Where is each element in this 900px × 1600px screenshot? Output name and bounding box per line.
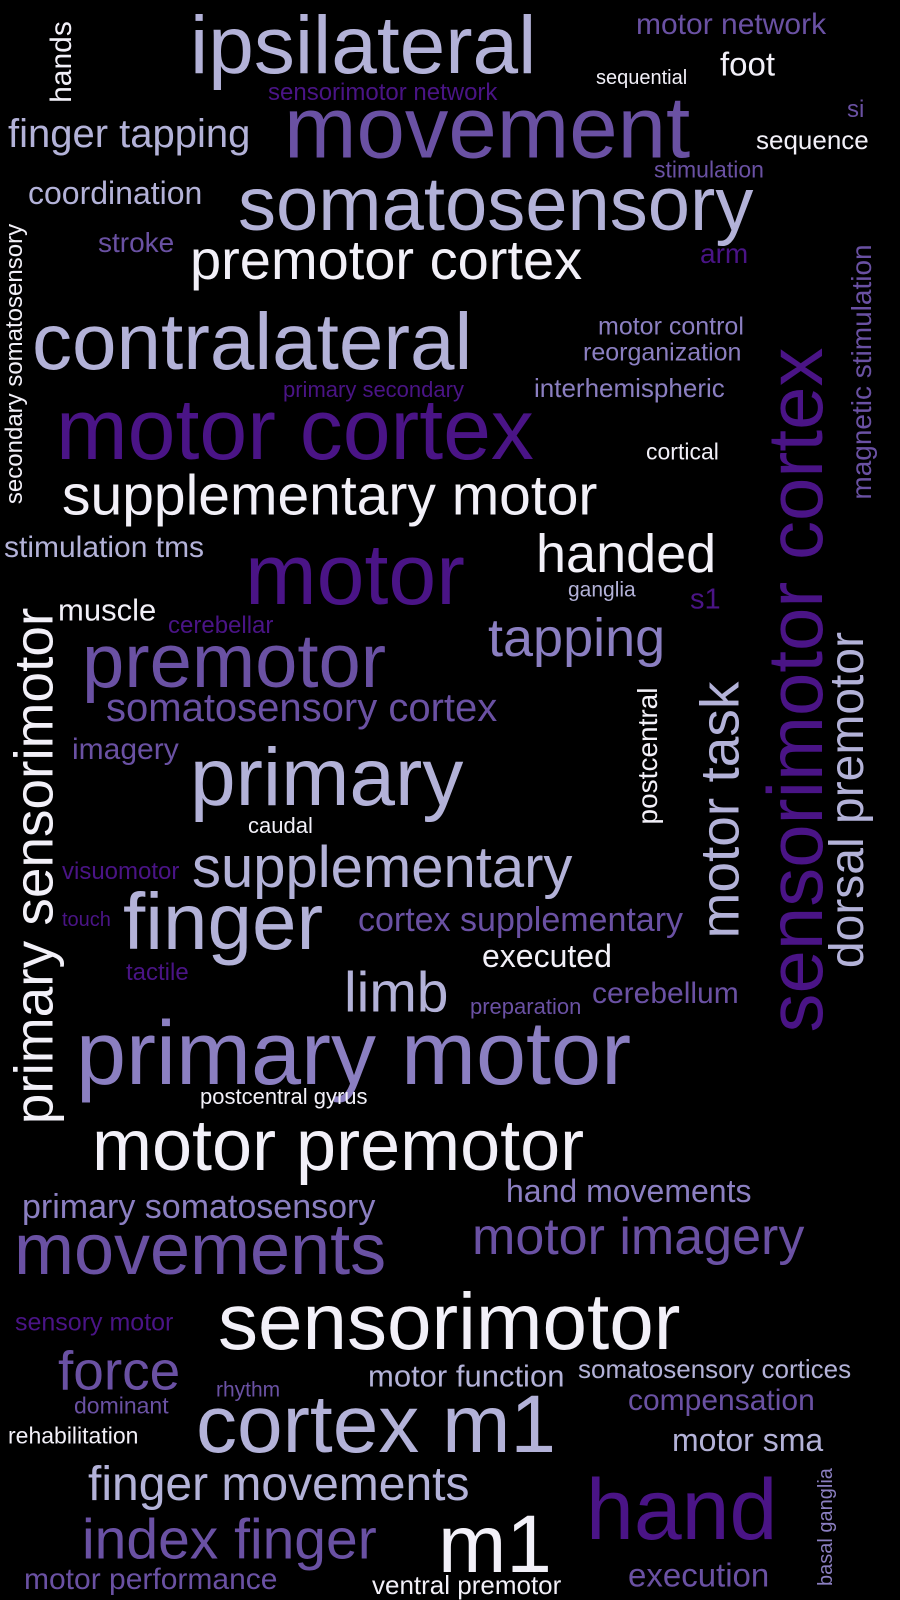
word-imagery: imagery <box>72 733 179 766</box>
word-cortex-supplementary: cortex supplementary <box>358 901 684 939</box>
word-executed: executed <box>482 938 612 974</box>
word-preparation: preparation <box>470 994 582 1019</box>
word-movements: movements <box>14 1210 387 1290</box>
word-motor-task: motor task <box>688 681 751 939</box>
word-motor-premotor: motor premotor <box>92 1106 585 1186</box>
word-cortex-m1: cortex m1 <box>196 1379 556 1470</box>
word-m1: m1 <box>438 1499 552 1590</box>
word-si: si <box>847 96 865 123</box>
word-primary-somatosensory: primary somatosensory <box>22 1188 376 1226</box>
word-handed: handed <box>536 524 717 584</box>
word-limb: limb <box>344 960 449 1025</box>
word-movement: movement <box>284 79 691 177</box>
word-cerebellum: cerebellum <box>592 977 739 1010</box>
word-hands: hands <box>45 21 78 103</box>
word-postcentral: postcentral <box>632 687 663 825</box>
word-secondary-somatosensory: secondary somatosensory <box>1 223 28 505</box>
word-dominant: dominant <box>74 1392 169 1419</box>
word-motor-network: motor network <box>636 8 827 41</box>
word-sensorimotor-network: sensorimotor network <box>268 79 498 106</box>
word-motor-cortex: motor cortex <box>56 382 534 478</box>
word-coordination: coordination <box>28 175 203 211</box>
word-caudal: caudal <box>248 813 313 838</box>
word-motor-function: motor function <box>368 1358 565 1394</box>
word-supplementary: supplementary <box>192 835 573 900</box>
word-dorsal-premotor: dorsal premotor <box>821 631 874 969</box>
word-primary: primary <box>190 732 464 823</box>
word-somatosensory-cortex: somatosensory cortex <box>106 686 498 730</box>
word-tapping: tapping <box>488 608 666 668</box>
word-contralateral: contralateral <box>32 297 473 386</box>
word-somatosensory: somatosensory <box>238 162 754 247</box>
word-supplementary-motor: supplementary motor <box>62 463 598 528</box>
word-primary-sensorimotor: primary sensorimotor <box>2 607 65 1125</box>
word-rehabilitation: rehabilitation <box>8 1422 139 1449</box>
word-sensory-motor: sensory motor <box>15 1308 174 1337</box>
word-ipsilateral: ipsilateral <box>190 0 537 91</box>
word-premotor-cortex: premotor cortex <box>190 228 583 291</box>
word-premotor: premotor <box>82 619 387 704</box>
word-finger-tapping: finger tapping <box>8 112 251 156</box>
word-s1: s1 <box>690 583 721 616</box>
word-cerebellar: cerebellar <box>168 612 274 639</box>
word-finger-movements: finger movements <box>88 1458 470 1511</box>
word-interhemispheric: interhemispheric <box>534 373 725 403</box>
word-primary-secondary: primary secondary <box>283 377 464 402</box>
word-motor-performance: motor performance <box>24 1563 278 1596</box>
word-sequence: sequence <box>756 125 869 155</box>
word-sensorimotor: sensorimotor <box>218 1277 681 1366</box>
word-motor-sma: motor sma <box>672 1422 824 1458</box>
word-basal-ganglia: basal ganglia <box>815 1468 837 1586</box>
word-visuomotor: visuomotor <box>62 858 180 885</box>
word-force: force <box>58 1339 181 1402</box>
word-motor: motor <box>245 527 465 623</box>
word-motor-control: motor control <box>598 312 744 341</box>
word-stimulation-tms: stimulation tms <box>4 531 205 564</box>
word-sequential: sequential <box>596 67 688 89</box>
word-postcentral-gyrus: postcentral gyrus <box>200 1084 368 1109</box>
word-primary-motor: primary motor <box>76 1004 632 1104</box>
word-foot: foot <box>720 45 776 83</box>
word-hand: hand <box>586 1462 778 1558</box>
word-ventral-premotor: ventral premotor <box>372 1570 562 1600</box>
word-rhythm: rhythm <box>216 1378 281 1402</box>
word-magnetic-stimulation: magnetic stimulation <box>846 244 877 500</box>
word-cortical: cortical <box>646 438 719 465</box>
word-compensation: compensation <box>628 1384 815 1417</box>
word-stimulation: stimulation <box>654 156 764 183</box>
word-muscle: muscle <box>58 592 157 628</box>
word-execution: execution <box>628 1556 770 1594</box>
word-finger: finger <box>123 877 324 966</box>
word-somatosensory-cortices: somatosensory cortices <box>578 1354 852 1384</box>
word-stroke: stroke <box>98 227 175 258</box>
word-ganglia: ganglia <box>568 578 636 602</box>
word-arm: arm <box>700 238 749 269</box>
word-reorganization: reorganization <box>583 338 742 367</box>
word-hand-movements: hand movements <box>506 1173 752 1209</box>
word-tactile: tactile <box>126 959 189 986</box>
word-index-finger: index finger <box>82 1507 377 1572</box>
word-touch: touch <box>62 909 111 931</box>
word-motor-imagery: motor imagery <box>472 1208 805 1266</box>
